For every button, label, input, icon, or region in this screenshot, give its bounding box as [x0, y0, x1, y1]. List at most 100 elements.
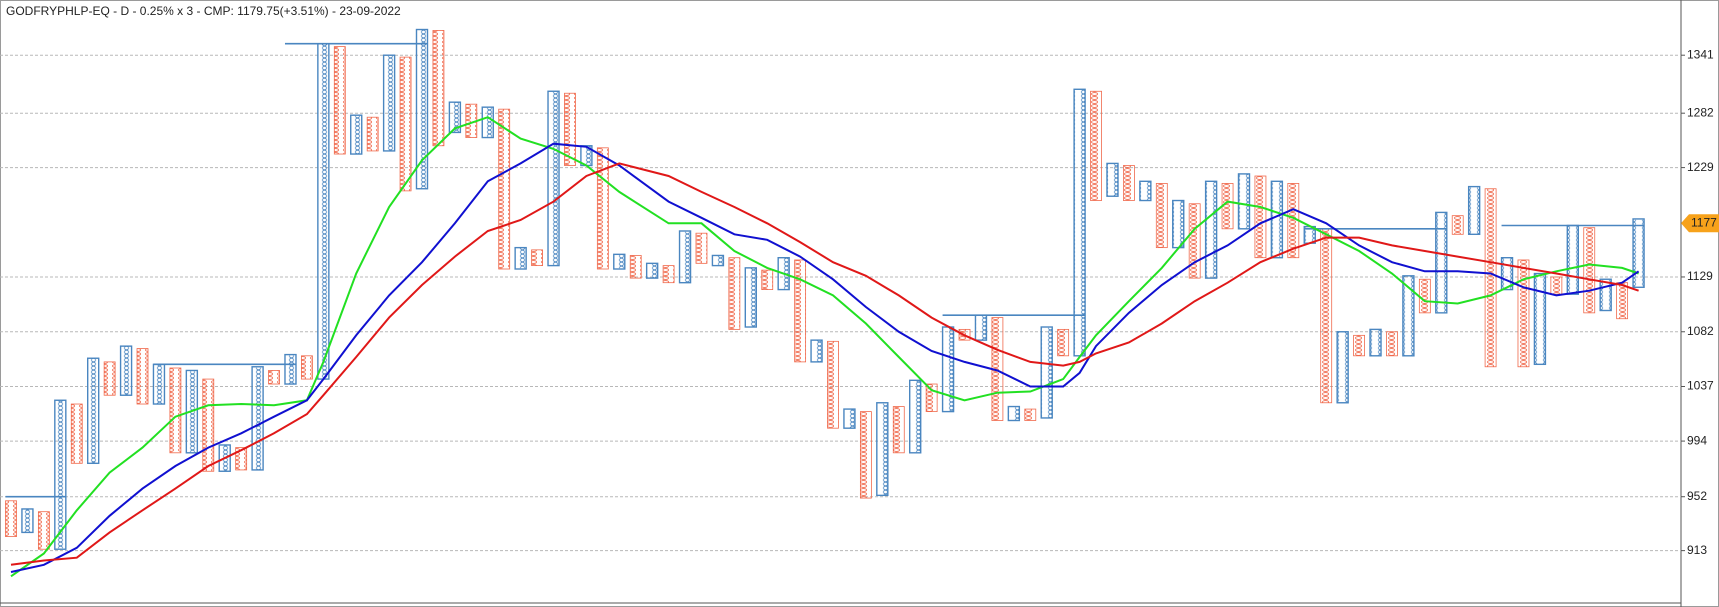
x-column — [1402, 275, 1415, 357]
y-tick-label: 1129 — [1687, 269, 1713, 283]
y-tick-label: 1229 — [1687, 160, 1714, 174]
o-column — [399, 56, 412, 192]
x-column — [1336, 331, 1349, 404]
x-column — [1007, 405, 1021, 422]
o-column — [1451, 215, 1464, 235]
x-column — [514, 246, 527, 270]
x-column — [1237, 173, 1251, 230]
o-column — [1386, 331, 1398, 357]
x-column — [1599, 278, 1612, 312]
x-column — [1566, 224, 1580, 295]
o-column — [794, 259, 807, 363]
x-column — [678, 230, 692, 284]
x-column — [547, 90, 560, 267]
y-tick-label: 1037 — [1687, 379, 1714, 393]
x-column — [876, 402, 889, 497]
o-column — [169, 367, 182, 454]
x-column — [1632, 218, 1645, 288]
x-column — [1270, 180, 1284, 259]
x-column — [810, 339, 823, 363]
o-column — [761, 269, 774, 290]
o-column — [202, 378, 215, 472]
o-column — [1484, 188, 1497, 368]
o-column — [1583, 227, 1596, 314]
x-column — [711, 254, 725, 267]
o-column — [333, 46, 346, 155]
x-column — [1204, 180, 1218, 279]
o-column — [662, 265, 675, 284]
y-tick-label: 994 — [1687, 433, 1707, 447]
o-column — [268, 370, 280, 385]
o-column — [728, 257, 741, 330]
x-column — [1500, 257, 1514, 291]
y-tick-label: 913 — [1687, 543, 1707, 557]
x-column — [481, 106, 494, 139]
o-column — [5, 500, 17, 537]
x-column — [974, 314, 988, 341]
last-price-badge — [1681, 214, 1719, 233]
o-column — [1188, 203, 1201, 279]
x-column — [448, 101, 462, 134]
o-column — [136, 348, 149, 405]
x-column — [909, 379, 922, 454]
x-column — [613, 253, 626, 270]
y-tick-label: 1282 — [1687, 105, 1714, 119]
x-column — [645, 262, 659, 279]
x-column — [1369, 328, 1382, 357]
o-column — [70, 403, 83, 464]
o-column — [827, 340, 839, 429]
o-column — [1418, 278, 1431, 314]
moving-average — [10, 162, 1639, 566]
o-column — [103, 361, 116, 396]
o-column — [1550, 276, 1563, 295]
o-column — [1320, 228, 1333, 404]
last-price-label: 1177 — [1691, 215, 1717, 229]
x-column — [1139, 180, 1152, 202]
o-column — [1353, 334, 1365, 357]
o-column — [892, 406, 905, 454]
x-column — [284, 353, 297, 385]
o-column — [1024, 408, 1037, 421]
x-column — [843, 408, 856, 429]
x-column — [1040, 326, 1053, 419]
x-column — [251, 366, 264, 471]
x-column — [1467, 185, 1481, 236]
o-column — [564, 92, 576, 166]
o-column — [432, 30, 445, 147]
o-column — [1517, 259, 1530, 368]
o-column — [498, 108, 511, 270]
x-column — [415, 28, 429, 190]
x-column — [350, 114, 363, 155]
o-column — [925, 383, 938, 413]
o-column — [37, 511, 50, 550]
y-tick-label: 1082 — [1687, 324, 1714, 338]
o-column — [1057, 328, 1070, 357]
y-tick-label: 952 — [1687, 489, 1707, 503]
x-column — [941, 326, 955, 413]
x-column — [54, 399, 67, 550]
x-column — [21, 508, 34, 534]
x-column — [1435, 211, 1448, 314]
x-column — [1172, 199, 1185, 249]
o-column — [1123, 165, 1135, 201]
o-column — [1155, 183, 1168, 249]
x-column — [86, 357, 100, 465]
o-column — [629, 255, 642, 279]
o-column — [531, 249, 543, 267]
o-column — [1254, 175, 1267, 259]
o-column — [596, 147, 609, 270]
x-column — [317, 43, 330, 380]
o-column — [695, 232, 708, 264]
x-column — [119, 345, 133, 396]
y-tick-label: 1341 — [1687, 47, 1714, 61]
o-column — [366, 116, 379, 152]
x-column — [1533, 272, 1547, 366]
o-column — [301, 355, 313, 380]
chart-title: GODFRYPHLP-EQ - D - 0.25% x 3 - CMP: 117… — [6, 4, 401, 18]
moving-average — [10, 116, 1639, 578]
x-column — [1106, 162, 1119, 197]
o-column — [235, 447, 248, 471]
